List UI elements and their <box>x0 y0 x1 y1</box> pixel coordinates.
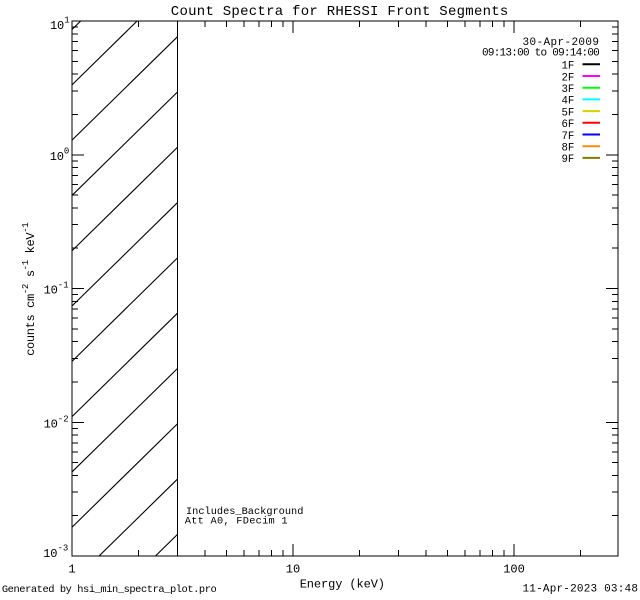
svg-text:Att A0, FDecim 1: Att A0, FDecim 1 <box>185 515 288 527</box>
svg-text:10: 10 <box>44 418 58 432</box>
svg-text:1: 1 <box>68 563 75 577</box>
svg-text:09:13:00 to 09:14:00: 09:13:00 to 09:14:00 <box>482 47 599 59</box>
svg-text:2F: 2F <box>562 72 575 84</box>
svg-text:1: 1 <box>64 16 69 26</box>
svg-text:10: 10 <box>50 19 64 33</box>
svg-text:9F: 9F <box>562 154 575 166</box>
svg-text:0: 0 <box>64 147 69 157</box>
svg-text:-3: -3 <box>58 544 69 554</box>
svg-text:4F: 4F <box>562 96 575 108</box>
svg-text:Count Spectra for RHESSI Front: Count Spectra for RHESSI Front Segments <box>171 4 509 20</box>
svg-text:Generated by hsi_min_spectra_p: Generated by hsi_min_spectra_plot.pro <box>2 584 217 596</box>
svg-text:10: 10 <box>44 284 58 298</box>
svg-text:5F: 5F <box>562 107 575 119</box>
svg-text:-1: -1 <box>58 281 69 291</box>
svg-text:counts cm-2 s-1 keV-1: counts cm-2 s-1 keV-1 <box>21 223 38 356</box>
svg-text:7F: 7F <box>562 131 575 143</box>
svg-text:8F: 8F <box>562 143 575 155</box>
svg-text:-2: -2 <box>58 414 69 424</box>
svg-text:10: 10 <box>50 150 64 164</box>
svg-text:Energy (keV): Energy (keV) <box>300 578 385 592</box>
svg-text:1F: 1F <box>562 61 575 73</box>
svg-text:30-Apr-2009: 30-Apr-2009 <box>523 37 600 49</box>
svg-text:3F: 3F <box>562 84 575 96</box>
svg-text:Includes_Background: Includes_Background <box>186 506 303 518</box>
svg-text:10: 10 <box>286 563 300 577</box>
svg-text:10: 10 <box>43 547 57 561</box>
svg-text:100: 100 <box>503 563 525 577</box>
svg-text:11-Apr-2023 03:48: 11-Apr-2023 03:48 <box>523 583 639 595</box>
svg-text:6F: 6F <box>562 119 575 131</box>
